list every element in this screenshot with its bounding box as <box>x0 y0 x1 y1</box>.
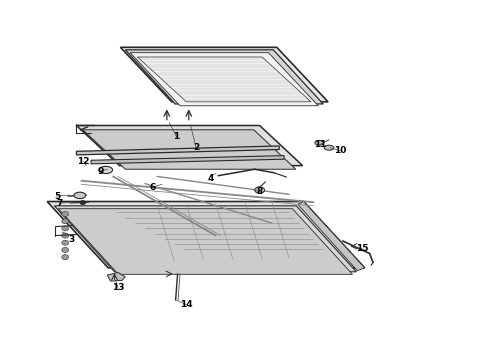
Text: 6: 6 <box>149 183 155 192</box>
Polygon shape <box>130 53 318 106</box>
Circle shape <box>62 247 69 252</box>
Circle shape <box>62 240 69 245</box>
Text: 11: 11 <box>315 140 327 149</box>
Text: 12: 12 <box>77 157 90 166</box>
Polygon shape <box>125 50 323 104</box>
Text: 14: 14 <box>180 300 193 309</box>
Polygon shape <box>76 126 303 166</box>
Text: 9: 9 <box>98 167 104 176</box>
Text: 13: 13 <box>112 283 124 292</box>
Circle shape <box>80 201 86 205</box>
Text: 4: 4 <box>208 174 214 183</box>
Circle shape <box>62 226 69 231</box>
Text: 3: 3 <box>69 235 74 244</box>
Ellipse shape <box>99 166 113 174</box>
Text: 15: 15 <box>356 244 368 253</box>
Polygon shape <box>107 273 125 281</box>
Text: 5: 5 <box>54 192 60 201</box>
Circle shape <box>62 255 69 260</box>
Ellipse shape <box>74 192 86 199</box>
Polygon shape <box>76 146 279 155</box>
Text: 10: 10 <box>334 146 346 155</box>
Polygon shape <box>47 202 365 268</box>
Ellipse shape <box>315 140 324 145</box>
Text: 1: 1 <box>173 132 180 141</box>
Polygon shape <box>138 57 311 102</box>
Polygon shape <box>121 47 328 102</box>
Circle shape <box>62 219 69 224</box>
Text: 8: 8 <box>257 187 263 196</box>
Polygon shape <box>298 202 365 271</box>
Polygon shape <box>83 130 296 169</box>
Circle shape <box>62 233 69 238</box>
Circle shape <box>62 212 69 217</box>
Ellipse shape <box>255 187 265 193</box>
Text: 2: 2 <box>193 143 199 152</box>
Polygon shape <box>91 156 284 164</box>
Text: 7: 7 <box>56 199 63 208</box>
Ellipse shape <box>324 145 334 150</box>
Polygon shape <box>58 209 352 274</box>
Polygon shape <box>54 206 356 272</box>
